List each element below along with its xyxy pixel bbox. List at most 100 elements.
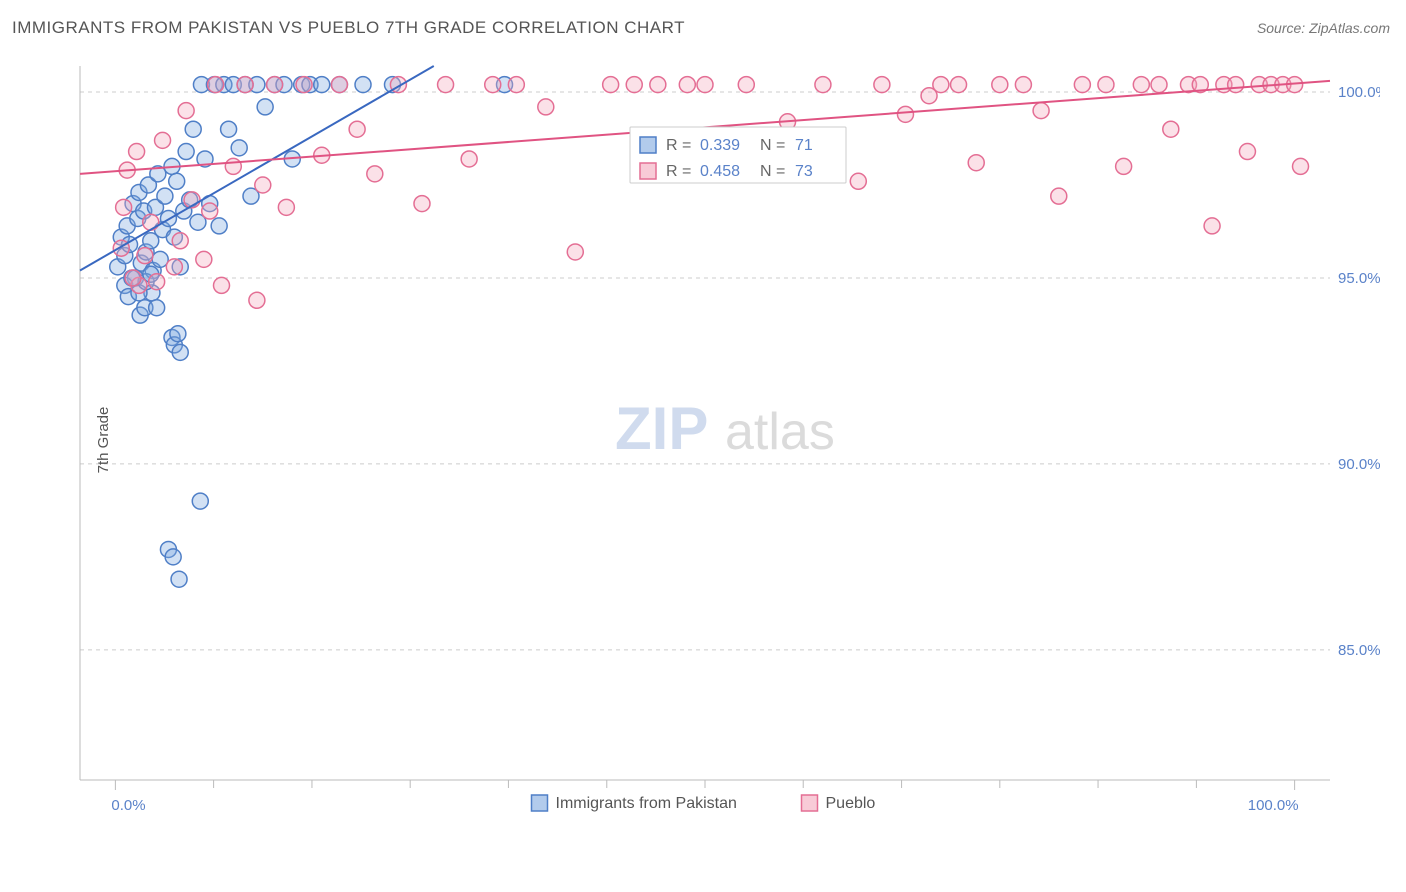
data-point [1033, 103, 1049, 119]
data-point [172, 233, 188, 249]
data-point [157, 188, 173, 204]
data-point [850, 173, 866, 189]
data-point [149, 300, 165, 316]
data-point [149, 274, 165, 290]
data-point [255, 177, 271, 193]
legend-label: Pueblo [826, 795, 876, 812]
data-point [171, 571, 187, 587]
data-point [237, 77, 253, 93]
data-point [178, 103, 194, 119]
data-point [626, 77, 642, 93]
data-point [567, 244, 583, 260]
data-point [231, 140, 247, 156]
data-point [143, 214, 159, 230]
data-point [485, 77, 501, 93]
data-point [874, 77, 890, 93]
legend-label: Immigrants from Pakistan [556, 795, 737, 812]
data-point [137, 248, 153, 264]
data-point [1151, 77, 1167, 93]
data-point [125, 270, 141, 286]
svg-text:ZIP: ZIP [615, 395, 708, 462]
data-point [257, 99, 273, 115]
data-point [933, 77, 949, 93]
data-point [192, 493, 208, 509]
data-point [169, 173, 185, 189]
data-point [296, 77, 312, 93]
data-point [650, 77, 666, 93]
scatter-chart: 85.0%90.0%95.0%100.0%0.0%100.0%ZIPatlasR… [60, 60, 1380, 820]
data-point [225, 158, 241, 174]
data-point [367, 166, 383, 182]
stats-n-value: 73 [795, 163, 813, 180]
data-point [1228, 77, 1244, 93]
data-point [461, 151, 477, 167]
stats-r-value: 0.339 [700, 137, 740, 154]
data-point [1204, 218, 1220, 234]
data-point [129, 144, 145, 160]
y-tick-label: 90.0% [1338, 456, 1380, 473]
data-point [211, 218, 227, 234]
data-point [214, 277, 230, 293]
stats-r-label: R = [666, 137, 691, 154]
data-point [538, 99, 554, 115]
data-point [196, 251, 212, 267]
data-point [221, 121, 237, 137]
chart-title: IMMIGRANTS FROM PAKISTAN VS PUEBLO 7TH G… [12, 18, 685, 38]
data-point [278, 199, 294, 215]
data-point [1074, 77, 1090, 93]
data-point [331, 77, 347, 93]
data-point [314, 77, 330, 93]
y-tick-label: 85.0% [1338, 642, 1380, 659]
legend-swatch [802, 795, 818, 811]
data-point [897, 106, 913, 122]
data-point [1051, 188, 1067, 204]
data-point [438, 77, 454, 93]
data-point [155, 132, 171, 148]
data-point [1098, 77, 1114, 93]
x-tick-label: 0.0% [111, 797, 145, 814]
data-point [815, 77, 831, 93]
data-point [267, 77, 283, 93]
data-point [992, 77, 1008, 93]
data-point [1133, 77, 1149, 93]
data-point [414, 196, 430, 212]
watermark: ZIP atlas [615, 395, 835, 462]
stats-n-label: N = [760, 163, 785, 180]
stats-n-value: 71 [795, 137, 813, 154]
data-point [968, 155, 984, 171]
data-point [951, 77, 967, 93]
data-point [1293, 158, 1309, 174]
stats-r-label: R = [666, 163, 691, 180]
y-tick-label: 95.0% [1338, 270, 1380, 287]
y-tick-label: 100.0% [1338, 84, 1380, 101]
y-axis-label: 7th Grade [95, 407, 112, 474]
plot-area: 7th Grade 85.0%90.0%95.0%100.0%0.0%100.0… [60, 60, 1380, 820]
series-pakistan [110, 77, 513, 588]
data-point [185, 121, 201, 137]
data-point [166, 259, 182, 275]
data-point [208, 77, 224, 93]
data-point [249, 292, 265, 308]
data-point [355, 77, 371, 93]
data-point [178, 144, 194, 160]
legend-swatch [532, 795, 548, 811]
data-point [1015, 77, 1031, 93]
data-point [1163, 121, 1179, 137]
source-label: Source: ZipAtlas.com [1257, 20, 1390, 36]
data-point [165, 549, 181, 565]
data-point [679, 77, 695, 93]
stats-n-label: N = [760, 137, 785, 154]
stats-r-value: 0.458 [700, 163, 740, 180]
data-point [349, 121, 365, 137]
data-point [1239, 144, 1255, 160]
legend-swatch [640, 163, 656, 179]
legend-swatch [640, 137, 656, 153]
data-point [170, 326, 186, 342]
data-point [697, 77, 713, 93]
data-point [508, 77, 524, 93]
svg-text:atlas: atlas [725, 403, 835, 461]
data-point [202, 203, 218, 219]
data-point [172, 344, 188, 360]
data-point [116, 199, 132, 215]
data-point [1116, 158, 1132, 174]
